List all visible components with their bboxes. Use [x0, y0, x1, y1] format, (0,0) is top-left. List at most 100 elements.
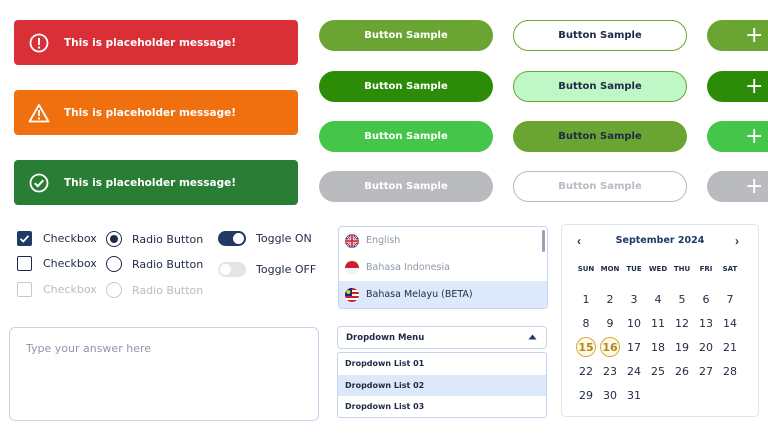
- primary-plus-button[interactable]: +: [707, 20, 768, 51]
- disabled-plus-button: +: [707, 171, 768, 202]
- calendar-day[interactable]: 20: [699, 340, 713, 354]
- radio-label: Radio Button: [132, 232, 204, 246]
- answer-textarea[interactable]: Type your answer here: [9, 327, 319, 421]
- calendar-day[interactable]: 29: [579, 388, 593, 402]
- calendar-day[interactable]: 23: [603, 364, 617, 378]
- error-alert: This is placeholder message!: [14, 20, 298, 65]
- uk-flag-icon: [345, 233, 359, 248]
- radio-disabled: Radio Button: [106, 282, 203, 298]
- chevron-left-icon[interactable]: ‹: [577, 234, 581, 248]
- calendar-day[interactable]: 25: [651, 364, 665, 378]
- toggle-switch: [218, 262, 246, 277]
- language-label: Bahasa Melayu (BETA): [366, 289, 473, 300]
- checkbox-label: Checkbox: [43, 283, 97, 296]
- checkbox-label: Checkbox: [43, 232, 97, 245]
- language-label: Bahasa Indonesia: [366, 262, 450, 273]
- language-list-scrollbar[interactable]: [542, 230, 545, 252]
- success-alert: This is placeholder message!: [14, 160, 298, 205]
- checkbox-check-icon: [17, 231, 32, 246]
- calendar-day[interactable]: 1: [582, 292, 590, 306]
- language-option-english[interactable]: English: [339, 227, 547, 254]
- calendar-day[interactable]: 21: [723, 340, 737, 354]
- dropdown-item[interactable]: Dropdown List 03: [345, 402, 425, 412]
- dropdown-item[interactable]: Dropdown List 01: [345, 359, 425, 369]
- alert-message: This is placeholder message!: [64, 36, 237, 49]
- primary-pressed-button[interactable]: Button Sample: [319, 71, 493, 102]
- calendar-day[interactable]: 12: [675, 316, 689, 330]
- checkbox-box: [17, 282, 32, 297]
- chevron-right-icon[interactable]: ›: [735, 234, 739, 248]
- primary-disabled-button: Button Sample: [319, 171, 493, 202]
- checkbox-disabled: Checkbox: [17, 282, 97, 297]
- weekday-label: SAT: [722, 265, 738, 273]
- calendar-day[interactable]: 8: [582, 316, 590, 330]
- warning-icon: [14, 103, 64, 123]
- calendar-day[interactable]: 2: [606, 292, 614, 306]
- checkbox-unchecked[interactable]: Checkbox: [17, 256, 97, 271]
- textarea-placeholder: Type your answer here: [26, 342, 152, 355]
- calendar-day[interactable]: 6: [702, 292, 710, 306]
- toggle-on[interactable]: Toggle ON: [218, 231, 312, 246]
- dropdown-list: Dropdown List 01 Dropdown List 02 Dropdo…: [337, 352, 547, 418]
- toggle-switch: [218, 231, 246, 246]
- calendar-month-label: September 2024: [615, 235, 705, 246]
- calendar-day[interactable]: 22: [579, 364, 593, 378]
- radio-dot-icon: [106, 231, 122, 247]
- warning-alert: This is placeholder message!: [14, 90, 298, 135]
- dropdown-item[interactable]: Dropdown List 02: [338, 374, 546, 396]
- alert-message: This is placeholder message!: [64, 106, 237, 119]
- weekday-label: TUE: [626, 265, 642, 273]
- error-icon: [14, 33, 64, 53]
- calendar-day[interactable]: 30: [603, 388, 617, 402]
- dropdown-label: Dropdown Menu: [346, 332, 425, 343]
- toggle-off[interactable]: Toggle OFF: [218, 262, 316, 277]
- calendar-day[interactable]: 26: [675, 364, 689, 378]
- calendar-day[interactable]: 16: [600, 337, 620, 357]
- radio-circle: [106, 282, 122, 298]
- radio-circle: [106, 256, 122, 272]
- calendar-day[interactable]: 13: [699, 316, 713, 330]
- calendar-day[interactable]: 3: [630, 292, 638, 306]
- language-list: English Bahasa Indonesia Bahasa Melayu (…: [338, 226, 548, 309]
- dropdown-menu[interactable]: Dropdown Menu: [337, 326, 547, 349]
- calendar-day[interactable]: 15: [576, 337, 596, 357]
- calendar-day[interactable]: 24: [627, 364, 641, 378]
- calendar-day[interactable]: 28: [723, 364, 737, 378]
- calendar-day[interactable]: 5: [678, 292, 686, 306]
- secondary-disabled-button: Button Sample: [513, 171, 687, 202]
- toggle-label: Toggle ON: [256, 232, 312, 245]
- calendar-day[interactable]: 31: [627, 388, 641, 402]
- secondary-button[interactable]: Button Sample: [513, 20, 687, 51]
- language-option-malay[interactable]: Bahasa Melayu (BETA): [339, 281, 547, 308]
- calendar-day[interactable]: 17: [627, 340, 641, 354]
- calendar-day[interactable]: 27: [699, 364, 713, 378]
- calendar-day[interactable]: 9: [606, 316, 614, 330]
- calendar-day[interactable]: 19: [675, 340, 689, 354]
- radio-unselected[interactable]: Radio Button: [106, 256, 203, 272]
- primary-pressed-plus-button[interactable]: +: [707, 71, 768, 102]
- weekday-label: SUN: [577, 265, 595, 273]
- malaysia-flag-icon: [345, 287, 359, 302]
- checkbox-box: [17, 256, 32, 271]
- weekday-label: MON: [600, 265, 620, 273]
- calendar-day[interactable]: 18: [651, 340, 665, 354]
- language-option-indonesia[interactable]: Bahasa Indonesia: [339, 254, 547, 281]
- weekday-label: FRI: [699, 265, 713, 273]
- calendar-day[interactable]: 4: [654, 292, 662, 306]
- calendar-day[interactable]: 7: [726, 292, 734, 306]
- radio-selected[interactable]: Radio Button: [106, 231, 203, 247]
- primary-hover-plus-button[interactable]: +: [707, 121, 768, 152]
- secondary-hover-button[interactable]: Button Sample: [513, 71, 687, 102]
- alert-message: This is placeholder message!: [64, 176, 237, 189]
- calendar: ‹ September 2024 › SUN MON TUE WED THU FRI SAT…: [561, 224, 759, 417]
- checkbox-checked[interactable]: Checkbox: [17, 231, 97, 246]
- primary-button[interactable]: Button Sample: [319, 20, 493, 51]
- calendar-day[interactable]: 10: [627, 316, 641, 330]
- weekday-label: THU: [673, 265, 691, 273]
- secondary-pressed-button[interactable]: Button Sample: [513, 121, 687, 152]
- indonesia-flag-icon: [345, 260, 359, 275]
- weekday-label: WED: [648, 265, 668, 273]
- primary-hover-button[interactable]: Button Sample: [319, 121, 493, 152]
- calendar-day[interactable]: 11: [651, 316, 665, 330]
- calendar-day[interactable]: 14: [723, 316, 737, 330]
